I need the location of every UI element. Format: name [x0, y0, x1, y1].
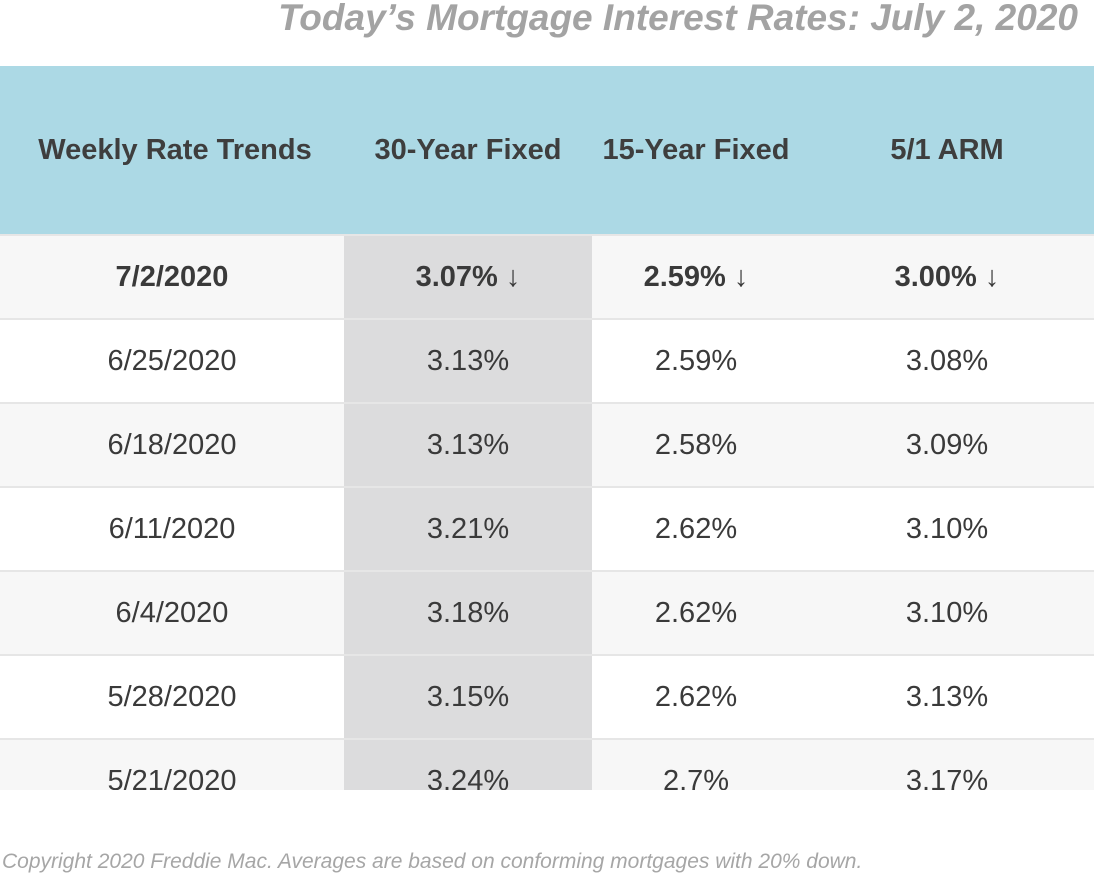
rate-15-year-cell: 2.62%	[592, 571, 800, 656]
table-row: 5/21/2020 3.24% 2.7% 3.17%	[0, 739, 1094, 790]
date-cell: 6/11/2020	[0, 487, 344, 572]
date-cell: 7/2/2020	[0, 235, 344, 320]
rate-5-1-arm-cell: 3.10%	[800, 487, 1094, 572]
rate-5-1-arm-cell: 3.09%	[800, 403, 1094, 488]
table-row: 6/18/2020 3.13% 2.58% 3.09%	[0, 403, 1094, 488]
rate-5-1-arm-cell: 3.17%	[800, 739, 1094, 790]
header-5-1-arm: 5/1 ARM	[800, 66, 1094, 236]
rate-15-year-cell: 2.7%	[592, 739, 800, 790]
rate-15-year-cell: 2.59% ↓	[592, 235, 800, 320]
table-body: 7/2/2020 3.07% ↓ 2.59% ↓ 3.00% ↓ 6/25/20…	[0, 235, 1094, 790]
rate-15-year-cell: 2.59%	[592, 319, 800, 404]
rate-30-year-cell: 3.07% ↓	[344, 235, 592, 320]
mortgage-rates-table: Weekly Rate Trends 30-Year Fixed 15-Year…	[0, 66, 1094, 790]
table-header: Weekly Rate Trends 30-Year Fixed 15-Year…	[0, 66, 1094, 236]
rate-5-1-arm-cell: 3.13%	[800, 655, 1094, 740]
rate-30-year-cell: 3.24%	[344, 739, 592, 790]
date-cell: 5/21/2020	[0, 739, 344, 790]
date-cell: 6/18/2020	[0, 403, 344, 488]
table-row: 6/25/2020 3.13% 2.59% 3.08%	[0, 319, 1094, 404]
header-30-year-fixed: 30-Year Fixed	[344, 66, 592, 236]
rate-15-year-cell: 2.62%	[592, 487, 800, 572]
page-title: Today’s Mortgage Interest Rates: July 2,…	[278, 0, 1078, 38]
date-cell: 5/28/2020	[0, 655, 344, 740]
rate-30-year-cell: 3.21%	[344, 487, 592, 572]
copyright-footnote: Copyright 2020 Freddie Mac. Averages are…	[2, 850, 863, 873]
header-weekly-rate-trends: Weekly Rate Trends	[0, 66, 344, 236]
header-row: Weekly Rate Trends 30-Year Fixed 15-Year…	[0, 66, 1094, 236]
rate-30-year-cell: 3.13%	[344, 403, 592, 488]
table-row: 6/11/2020 3.21% 2.62% 3.10%	[0, 487, 1094, 572]
date-cell: 6/4/2020	[0, 571, 344, 656]
rate-5-1-arm-cell: 3.08%	[800, 319, 1094, 404]
rate-30-year-cell: 3.13%	[344, 319, 592, 404]
table-row-latest: 7/2/2020 3.07% ↓ 2.59% ↓ 3.00% ↓	[0, 235, 1094, 320]
table-row: 6/4/2020 3.18% 2.62% 3.10%	[0, 571, 1094, 656]
rate-15-year-cell: 2.58%	[592, 403, 800, 488]
rate-5-1-arm-cell: 3.00% ↓	[800, 235, 1094, 320]
rate-30-year-cell: 3.15%	[344, 655, 592, 740]
date-cell: 6/25/2020	[0, 319, 344, 404]
rate-15-year-cell: 2.62%	[592, 655, 800, 740]
rates-table-container[interactable]: Weekly Rate Trends 30-Year Fixed 15-Year…	[0, 66, 1094, 790]
rate-5-1-arm-cell: 3.10%	[800, 571, 1094, 656]
table-row: 5/28/2020 3.15% 2.62% 3.13%	[0, 655, 1094, 740]
rate-30-year-cell: 3.18%	[344, 571, 592, 656]
header-15-year-fixed: 15-Year Fixed	[592, 66, 800, 236]
